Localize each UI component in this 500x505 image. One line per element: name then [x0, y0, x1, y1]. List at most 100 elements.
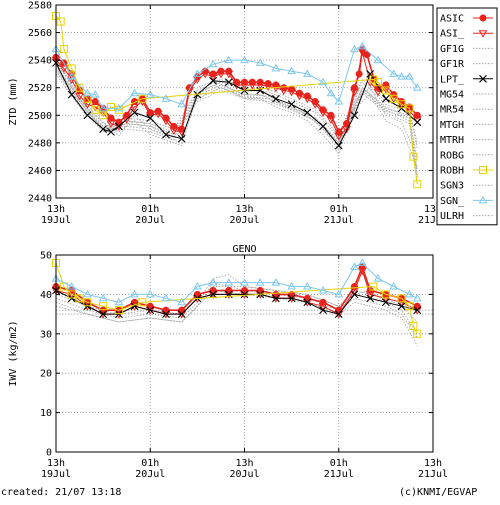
ztd-point-asi: [106, 120, 116, 129]
iwv-point-asi: [271, 295, 281, 303]
ztd-point-asi: [247, 81, 257, 90]
ztd-point-sgn: [326, 88, 336, 97]
ztd-point-asi: [350, 88, 359, 97]
ztd-point-asi: [169, 127, 179, 135]
legend-item-mtgh: MTGH: [440, 120, 493, 131]
ztd-point-robh: [91, 105, 100, 114]
ztd-panel: 2440246024802500252025402560258013h19Jul…: [8, 1, 448, 227]
legend-item-asic: ASIC: [440, 14, 493, 25]
ztd-ylabel: ZTD (mm): [8, 77, 19, 125]
iwv-point-lpt: [287, 294, 296, 303]
iwv-point-lpt: [146, 306, 155, 315]
iwv-point-robh: [413, 329, 422, 338]
legend: ASIC ASI_ GF1G GF1R LPT_ MG54 MR54 MTGH MTRH ROBG…: [436, 7, 498, 226]
iwv-xtick-label-date: 21Jul: [418, 469, 448, 480]
iwv-point-lpt: [272, 294, 280, 303]
ztd-point-asi: [122, 116, 132, 124]
iwv-point-sgn: [271, 278, 281, 286]
legend-swatch-robh: [479, 166, 487, 174]
iwv-xtick-label-hour: 13h: [424, 458, 442, 469]
legend-label-sgn: SGN_: [440, 196, 465, 207]
iwv-point-robh: [75, 294, 84, 303]
ztd-point-lpt: [334, 141, 343, 150]
iwv-ytick-label: 20: [40, 369, 52, 380]
legend-label-robh: ROBH: [440, 166, 464, 177]
ztd-point-lpt: [256, 86, 265, 95]
iwv-point-sgn: [83, 289, 92, 298]
ztd-point-asi: [389, 95, 399, 104]
ztd-point-sgn: [90, 90, 100, 98]
ztd-point-lpt: [83, 111, 92, 120]
legend-label-mtgh: MTGH: [440, 120, 464, 131]
iwv-panel: 0102030405013h19Jul01h20Jul13h20Jul01h21…: [8, 244, 448, 480]
ztd-ytick-label: 2480: [28, 138, 52, 149]
iwv-point-asi: [397, 299, 406, 307]
iwv-point-lpt: [350, 290, 359, 299]
iwv-point-robh: [138, 298, 147, 307]
ztd-point-asi: [255, 81, 265, 90]
iwv-point-asi: [381, 295, 391, 303]
ztd-xtick-label-date: 20Jul: [229, 215, 259, 226]
iwv-point-asi: [412, 307, 422, 315]
ztd-point-asi: [161, 117, 171, 126]
iwv-point-lpt: [162, 310, 170, 318]
ztd-xtick-label-hour: 13h: [235, 204, 253, 215]
iwv-point-sgn: [145, 289, 155, 298]
ztd-point-asi: [208, 73, 218, 82]
ztd-point-lpt: [130, 108, 139, 117]
ztd-point-lpt: [67, 90, 76, 99]
iwv-point-lpt: [209, 290, 217, 299]
iwv-ytick-label: 50: [40, 251, 52, 262]
iwv-xtick-label-hour: 01h: [141, 458, 159, 469]
ztd-point-lpt: [303, 108, 312, 117]
ztd-point-lpt: [193, 90, 202, 99]
ztd-point-sgn: [145, 90, 155, 98]
legend-swatch-lpt: [479, 74, 487, 83]
ztd-ytick-label: 2500: [28, 111, 52, 122]
iwv-point-asi: [334, 311, 344, 319]
iwv-point-robh: [83, 298, 92, 307]
ztd-line-gf1g: [55, 53, 418, 157]
ztd-point-robh: [75, 83, 84, 92]
legend-label-asic: ASIC: [440, 14, 464, 25]
ztd-point-asi: [224, 70, 234, 79]
ztd-point-lpt: [287, 100, 296, 109]
iwv-series-mtgh: [55, 286, 418, 323]
iwv-point-sgn: [255, 278, 265, 286]
iwv-point-lpt: [413, 306, 422, 315]
iwv-line-robg: [55, 290, 418, 346]
iwv-point-lpt: [303, 298, 312, 307]
ztd-point-robh: [114, 105, 123, 114]
ztd-point-sgn: [405, 72, 414, 80]
ztd-point-lpt: [99, 125, 108, 133]
legend-item-robh: ROBH: [440, 166, 493, 177]
ztd-point-asic: [355, 70, 363, 78]
iwv-point-robh: [397, 294, 406, 303]
iwv-point-robh: [99, 302, 108, 311]
ztd-point-asi: [177, 128, 187, 137]
iwv-xtick-label-date: 20Jul: [135, 469, 165, 480]
iwv-point-sgn: [318, 285, 328, 294]
legend-item-robg: ROBG: [440, 150, 493, 161]
ztd-point-robh: [381, 86, 390, 95]
ztd-point-asi: [130, 104, 139, 112]
iwv-point-sgn: [350, 262, 359, 270]
ztd-series-robh: [52, 12, 422, 189]
iwv-xtick-label-hour: 13h: [235, 458, 253, 469]
legend-item-sgn: SGN_: [440, 196, 493, 207]
iwv-point-sgn: [357, 258, 367, 266]
iwv-point-sgn: [208, 278, 218, 286]
ztd-point-asi: [334, 132, 344, 141]
ztd-series-gf1g: [55, 53, 418, 157]
ztd-point-sgn: [161, 94, 171, 102]
ztd-point-asi: [200, 70, 210, 79]
ztd-point-sgn: [412, 83, 422, 91]
legend-item-sgn3: SGN3: [440, 181, 493, 192]
ztd-point-robh: [106, 103, 115, 112]
ztd-point-asi: [185, 87, 194, 95]
iwv-point-lpt: [240, 290, 249, 299]
iwv-xtick-label-date: 20Jul: [229, 469, 259, 480]
ztd-point-asi: [302, 95, 312, 104]
iwv-point-robh: [67, 290, 76, 299]
iwv-xtick-label-hour: 01h: [330, 458, 348, 469]
